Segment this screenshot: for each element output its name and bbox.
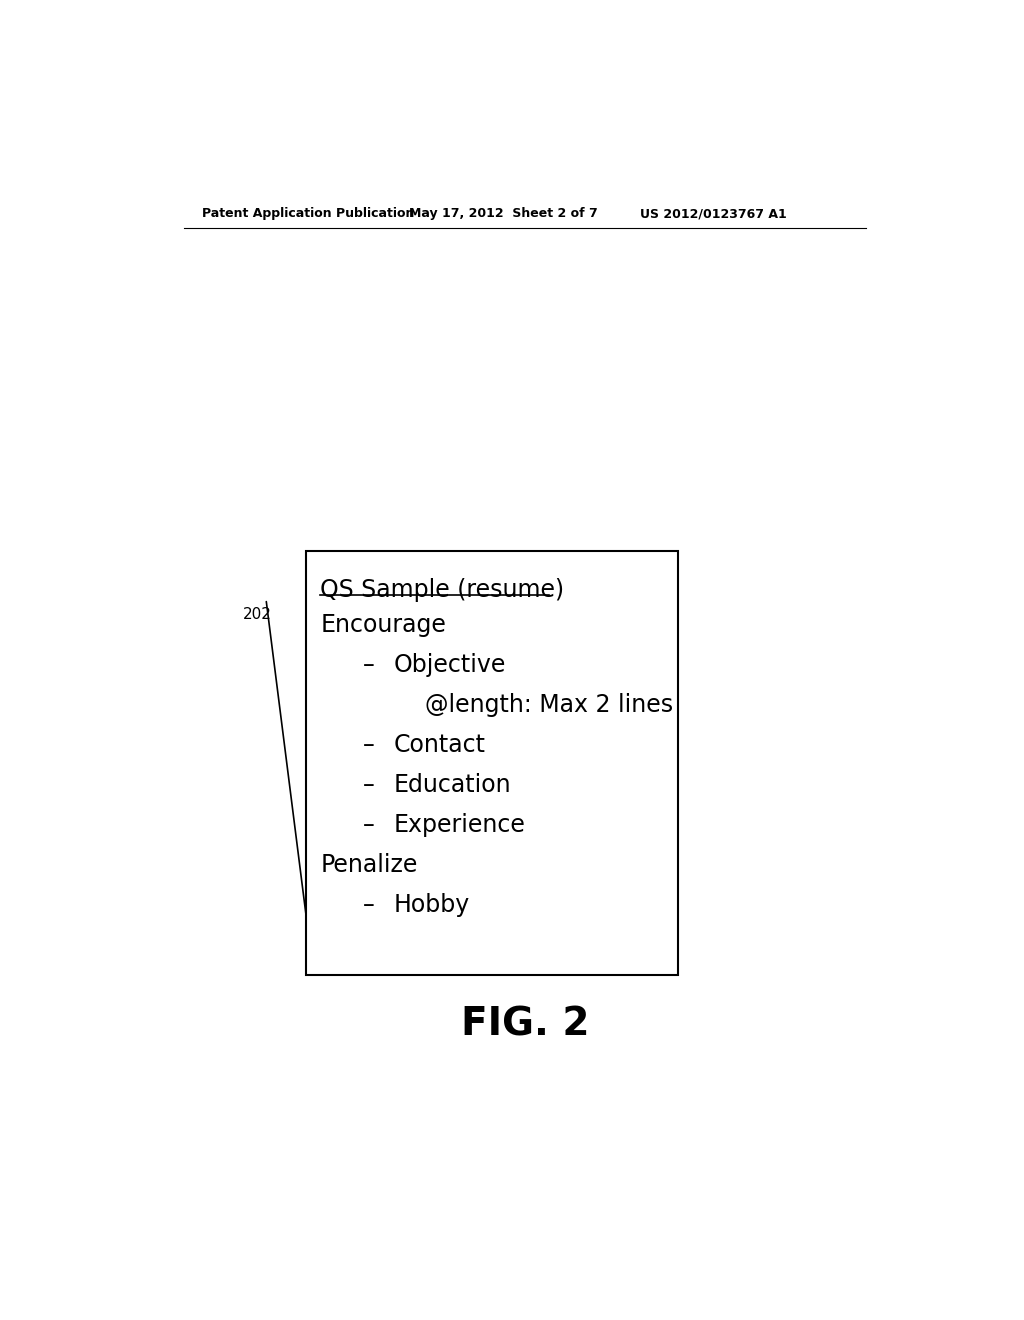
Text: FIG. 2: FIG. 2 bbox=[461, 1006, 589, 1044]
Text: Patent Application Publication: Patent Application Publication bbox=[202, 207, 414, 220]
Text: –: – bbox=[362, 892, 375, 917]
Text: Experience: Experience bbox=[394, 813, 525, 837]
Text: May 17, 2012  Sheet 2 of 7: May 17, 2012 Sheet 2 of 7 bbox=[409, 207, 597, 220]
Bar bbox=[306, 552, 678, 974]
Text: –: – bbox=[362, 813, 375, 837]
Text: Objective: Objective bbox=[394, 653, 506, 677]
Text: Contact: Contact bbox=[394, 733, 485, 756]
Text: –: – bbox=[362, 774, 375, 797]
Text: QS Sample (resume): QS Sample (resume) bbox=[321, 578, 564, 602]
Text: US 2012/0123767 A1: US 2012/0123767 A1 bbox=[640, 207, 786, 220]
Text: –: – bbox=[362, 733, 375, 756]
Text: –: – bbox=[362, 653, 375, 677]
Text: Education: Education bbox=[394, 774, 511, 797]
Text: Penalize: Penalize bbox=[321, 853, 418, 876]
Text: Hobby: Hobby bbox=[394, 892, 470, 917]
Text: @length: Max 2 lines: @length: Max 2 lines bbox=[425, 693, 673, 717]
Text: 202: 202 bbox=[243, 607, 271, 622]
Text: Encourage: Encourage bbox=[321, 612, 446, 636]
